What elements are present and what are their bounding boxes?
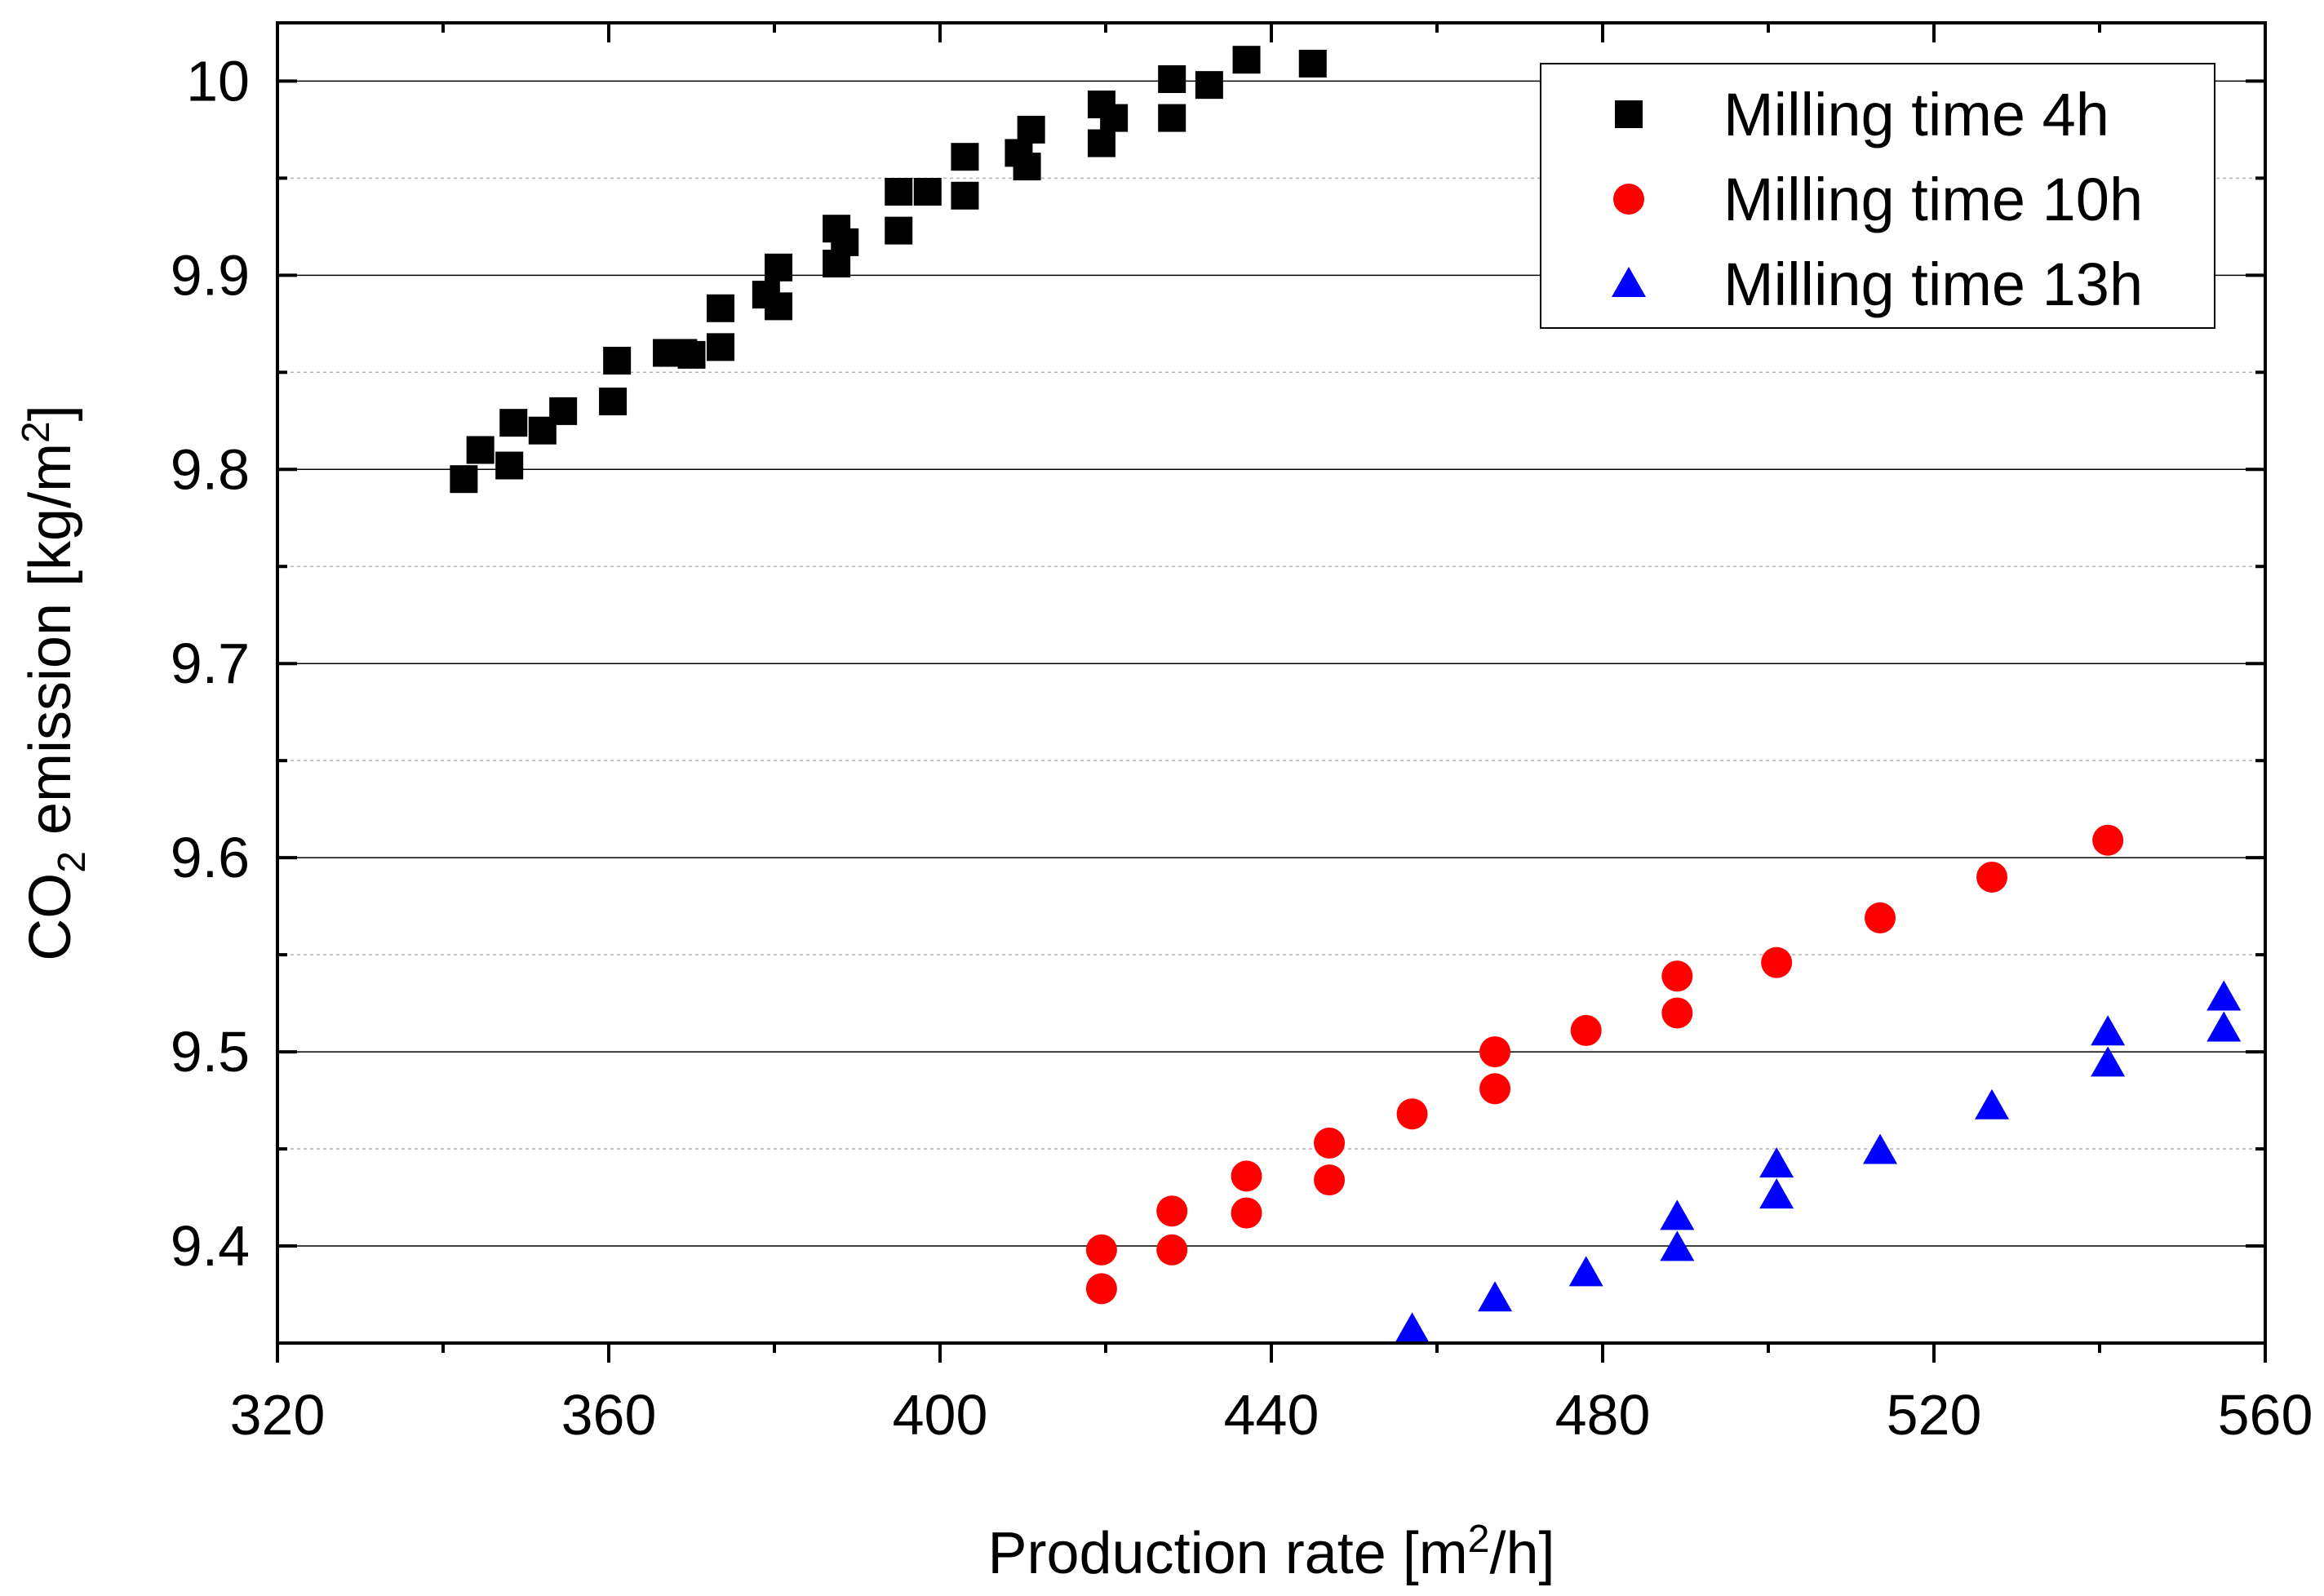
y-tick-label: 9.9 (171, 243, 250, 307)
data-point (1017, 115, 1045, 144)
data-point (707, 333, 735, 361)
data-point (1570, 1014, 1602, 1046)
data-point (1232, 46, 1261, 74)
legend-label: Milling time 10h (1723, 166, 2143, 233)
data-point (885, 178, 913, 206)
data-point (765, 253, 793, 282)
data-point (1478, 1281, 1513, 1312)
y-tick-label: 9.6 (171, 826, 250, 889)
data-point (677, 340, 706, 369)
data-point (1156, 1234, 1188, 1266)
data-point (1661, 960, 1693, 992)
legend-marker (1612, 267, 1646, 297)
x-tick-label: 520 (1887, 1383, 1982, 1447)
data-point (1396, 1098, 1428, 1130)
legend-entries: Milling time 4h Milling time 10h Milling t… (1612, 81, 2143, 318)
data-point (1395, 1312, 1430, 1343)
data-point (1661, 997, 1693, 1029)
legend-label: Milling time 4h (1723, 81, 2109, 149)
data-point (1158, 104, 1186, 132)
x-tick-label: 440 (1224, 1383, 1319, 1447)
data-point (913, 178, 942, 206)
y-tick-label: 9.4 (171, 1214, 250, 1278)
data-point (1314, 1164, 1346, 1196)
data-point (951, 181, 979, 210)
x-tick-label: 400 (893, 1383, 988, 1447)
x-axis-title: Production rate [m2/h] (987, 1518, 1555, 1586)
data-point (1863, 1133, 1898, 1164)
x-tick-label: 560 (2218, 1383, 2313, 1447)
y-tick-label: 9.7 (171, 632, 250, 695)
data-point (831, 228, 859, 256)
data-point (1231, 1197, 1262, 1229)
data-point (599, 387, 628, 415)
data-point (1976, 861, 2008, 893)
data-point (1865, 902, 1896, 933)
data-point (1085, 1234, 1117, 1266)
data-point (1100, 104, 1129, 132)
data-point (1085, 1273, 1117, 1305)
data-point (2091, 1015, 2126, 1046)
data-point (951, 143, 979, 171)
legend-box (1540, 63, 2215, 329)
series-1 (450, 46, 1327, 494)
data-point (1660, 1230, 1695, 1261)
data-point (2092, 824, 2124, 856)
legend-entry: Milling time 10h (1613, 166, 2143, 233)
data-point (765, 292, 793, 321)
legend-entry: Milling time 13h (1612, 250, 2143, 318)
data-point (499, 409, 528, 437)
data-point (1759, 1178, 1794, 1209)
data-point (2206, 980, 2242, 1011)
data-point (1298, 49, 1327, 78)
legend: Milling time 4h Milling time 10h Milling t… (1540, 63, 2215, 329)
tick-labels: 9.4 9.5 9.6 9.7 9.8 9.9 10 320 360 400 440 480 520 56… (171, 49, 2313, 1447)
data-point (2206, 1011, 2242, 1042)
data-point (707, 294, 735, 322)
data-point (1158, 65, 1186, 94)
legend-label: Milling time 13h (1723, 250, 2143, 318)
data-point (1975, 1088, 2010, 1119)
data-point (495, 451, 524, 480)
data-point (450, 465, 478, 494)
data-point (1761, 947, 1793, 978)
y-axis-title: CO2 emission [kg/m2] (15, 405, 94, 961)
data-point (1568, 1256, 1603, 1287)
data-point (885, 216, 913, 245)
plot-frame (276, 21, 2267, 1345)
data-point (1314, 1127, 1346, 1159)
data-point (1195, 71, 1223, 100)
data-point (1660, 1199, 1695, 1230)
legend-entry: Milling time 4h (1615, 81, 2109, 149)
data-point (1479, 1036, 1511, 1068)
series-3 (1395, 980, 2242, 1343)
legend-marker (1615, 100, 1643, 128)
series-2 (1085, 824, 2124, 1305)
x-tick-label: 320 (230, 1383, 326, 1447)
y-tick-label: 9.5 (171, 1020, 250, 1084)
y-tick-label: 9.8 (171, 437, 250, 501)
plot-area (450, 46, 2242, 1343)
x-tick-label: 480 (1555, 1383, 1651, 1447)
data-point (1087, 129, 1115, 157)
data-point (603, 347, 632, 375)
data-point (2091, 1046, 2126, 1077)
data-point (1479, 1073, 1511, 1105)
data-point (1156, 1195, 1188, 1227)
data-point (1013, 153, 1041, 181)
data-point (1759, 1147, 1794, 1178)
data-point (466, 436, 495, 464)
y-tick-label: 10 (186, 49, 250, 113)
legend-marker (1613, 184, 1644, 215)
data-point (1231, 1160, 1262, 1192)
data-point (549, 397, 578, 425)
x-tick-label: 360 (561, 1383, 657, 1447)
